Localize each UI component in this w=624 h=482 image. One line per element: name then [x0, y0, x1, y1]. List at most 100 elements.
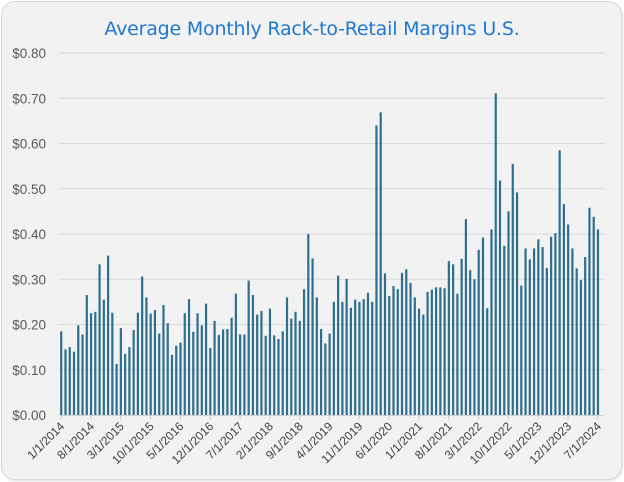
bar: [302, 289, 306, 415]
bar: [315, 297, 318, 415]
y-axis-ticks: $0.00 $0.10 $0.20 $0.30 $0.40 $0.50 $0.60 $0.70…: [12, 46, 46, 423]
bar: [366, 292, 370, 415]
bar: [337, 275, 340, 415]
bar: [187, 299, 191, 415]
y-tick-label: $0.50: [12, 182, 46, 197]
bar: [115, 363, 118, 415]
bar: [341, 301, 344, 415]
bar: [106, 255, 110, 415]
bar: [443, 288, 446, 415]
bar: [128, 347, 131, 415]
bar: [153, 310, 157, 415]
bar: [307, 234, 310, 415]
bar: [222, 329, 225, 415]
bar: [226, 329, 229, 415]
bar: [251, 295, 255, 415]
bar: [532, 248, 536, 415]
bar: [209, 348, 212, 415]
bar: [469, 270, 472, 415]
bar: [439, 287, 442, 415]
bar: [102, 299, 105, 415]
bar: [550, 236, 553, 415]
bar: [72, 351, 76, 415]
bar: [196, 313, 199, 415]
bar: [422, 314, 425, 415]
bar: [256, 314, 259, 415]
bar: [260, 310, 263, 415]
bar: [405, 269, 408, 415]
bar: [417, 308, 421, 415]
bar: [486, 308, 489, 415]
gridlines: [59, 52, 605, 371]
bar: [515, 192, 519, 415]
bar: [264, 335, 267, 415]
bar: [311, 258, 314, 415]
bar: [379, 112, 382, 415]
bar: [456, 293, 459, 415]
bar: [243, 334, 246, 415]
bar: [277, 338, 280, 415]
bar: [298, 320, 301, 415]
bar: [328, 333, 331, 415]
bar: [111, 312, 114, 415]
bar: [558, 150, 561, 415]
y-tick-label: $0.10: [12, 363, 46, 378]
bar: [319, 329, 323, 415]
bar: [464, 219, 468, 415]
bar: [166, 323, 169, 415]
bar: [494, 93, 497, 416]
bar: [413, 297, 416, 415]
bar: [498, 180, 502, 415]
bar: [528, 259, 531, 415]
bar: [124, 353, 127, 415]
bar: [119, 328, 122, 415]
bar: [584, 257, 587, 415]
y-tick-label: $0.70: [12, 91, 46, 106]
bar: [136, 312, 140, 415]
bar: [571, 248, 574, 415]
bar: [141, 276, 144, 415]
bar: [68, 347, 71, 415]
bar: [477, 249, 480, 415]
bar: [175, 345, 178, 415]
bar: [503, 245, 506, 415]
bar: [158, 333, 161, 415]
bar: [324, 343, 327, 415]
bar: [268, 308, 272, 415]
bar: [354, 299, 357, 415]
bar: [383, 273, 387, 415]
bar: [400, 272, 404, 415]
bar: [430, 289, 433, 415]
bar: [162, 305, 165, 415]
bar: [200, 325, 203, 415]
bar: [290, 318, 293, 415]
bar: [358, 301, 361, 415]
bar: [396, 289, 399, 415]
bar: [388, 295, 391, 415]
bar: [452, 264, 455, 415]
bar: [285, 297, 289, 415]
bar: [64, 349, 67, 415]
bars: [60, 93, 600, 416]
bar: [362, 299, 365, 415]
bar: [217, 334, 220, 415]
bar: [234, 293, 237, 415]
bar: [77, 325, 80, 415]
bar: [132, 329, 135, 415]
chart-title: Average Monthly Rack-to-Retail Margins U…: [104, 18, 520, 40]
bar: [426, 291, 429, 415]
bar: [507, 211, 510, 415]
bar: [294, 311, 297, 415]
bar: [567, 224, 570, 415]
y-tick-label: $0.60: [12, 137, 46, 152]
bar: [481, 237, 485, 415]
bar: [545, 267, 548, 415]
bar: [409, 282, 412, 415]
bar: [149, 313, 152, 415]
bar: [541, 247, 544, 415]
bar: [345, 278, 348, 415]
bar: [371, 301, 374, 415]
y-tick-label: $0.00: [12, 408, 46, 423]
bar: [204, 303, 208, 415]
